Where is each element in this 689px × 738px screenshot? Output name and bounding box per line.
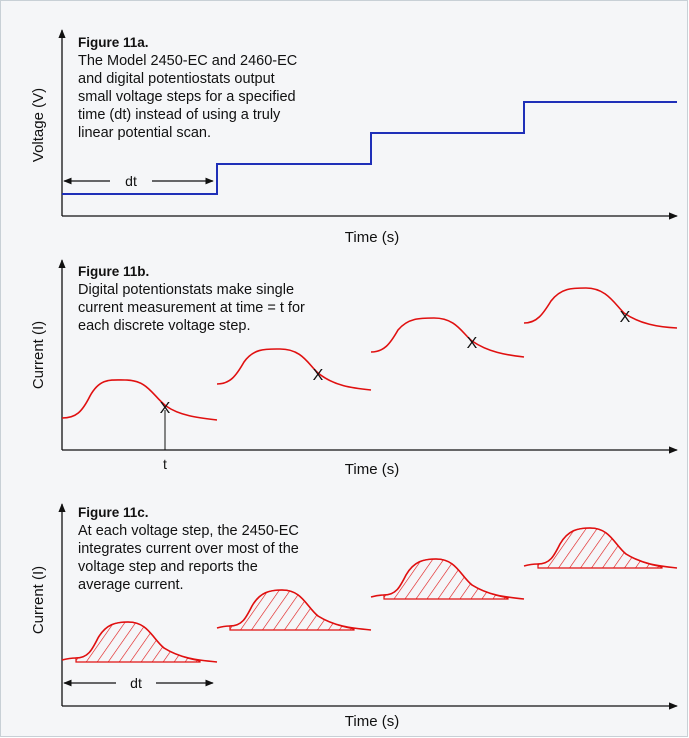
panel-a-caption-line-3: small voltage steps for a specified	[78, 89, 296, 105]
panel-a-caption-line-4: time (dt) instead of using a truly	[78, 107, 281, 123]
panel-c: Figure 11c. At each voltage step, the 24…	[30, 503, 678, 730]
panel-c-title: Figure 11c.	[78, 505, 149, 520]
measurement-marker-4: X	[620, 309, 631, 326]
current-curve-1	[61, 621, 218, 663]
panel-b-t-label: t	[163, 456, 167, 472]
measurement-marker-2: X	[313, 367, 324, 384]
voltage-step-line	[62, 101, 677, 195]
current-pulse-1	[61, 379, 218, 421]
panel-c-caption-line-4: average current.	[78, 577, 184, 593]
panel-b: Figure 11b. Digital potentionstats make …	[30, 259, 678, 478]
measurement-marker-3: X	[467, 335, 478, 352]
panel-a-title: Figure 11a.	[78, 35, 149, 50]
panel-b-x-axis-label: Time (s)	[345, 461, 399, 478]
panel-b-title: Figure 11b.	[78, 264, 149, 279]
panel-b-caption-line-3: each discrete voltage step.	[78, 318, 251, 334]
panel-b-caption-line-1: Digital potentionstats make single	[78, 282, 294, 298]
panel-a-y-axis-label: Voltage (V)	[30, 88, 47, 162]
current-curve-4	[523, 527, 678, 569]
panel-c-caption-line-3: voltage step and reports the	[78, 559, 258, 575]
panel-a-x-axis-label: Time (s)	[345, 229, 399, 246]
panel-a: Figure 11a. The Model 2450-EC and 2460-E…	[30, 29, 678, 246]
panel-a-dt-label: dt	[125, 173, 137, 189]
current-pulse-2	[216, 348, 372, 391]
panel-a-caption-line-1: The Model 2450-EC and 2460-EC	[78, 53, 297, 69]
current-curve-2	[216, 589, 372, 631]
panel-c-dt-label: dt	[130, 675, 142, 691]
panel-b-caption-line-2: current measurement at time = t for	[78, 300, 305, 316]
panel-c-x-axis-label: Time (s)	[345, 713, 399, 730]
current-curve-3	[370, 558, 525, 600]
panel-c-caption-line-2: integrates current over most of the	[78, 541, 299, 557]
panel-c-caption-line-1: At each voltage step, the 2450-EC	[78, 523, 299, 539]
panel-a-caption-line-5: linear potential scan.	[78, 125, 211, 141]
current-pulse-3	[370, 317, 525, 358]
panel-c-y-axis-label: Current (I)	[30, 566, 47, 634]
panel-b-y-axis-label: Current (I)	[30, 321, 47, 389]
current-pulse-4	[523, 287, 678, 329]
panel-a-caption-line-2: and digital potentiostats output	[78, 71, 275, 87]
measurement-marker-1: X	[160, 400, 171, 417]
